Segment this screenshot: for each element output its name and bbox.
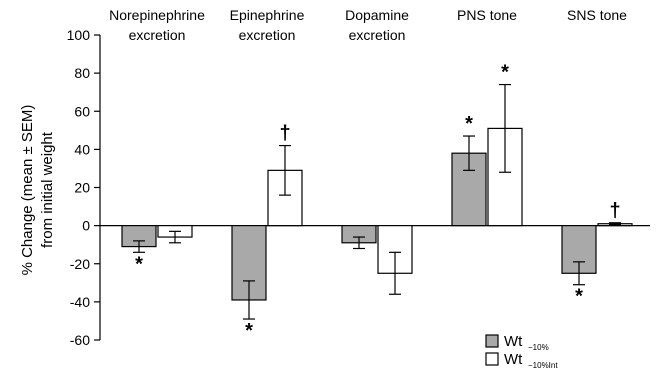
y-tick-label: 100 <box>67 27 91 43</box>
y-tick-label: 60 <box>74 103 90 119</box>
significance-marker: † <box>609 200 620 222</box>
y-tick-label: 40 <box>74 141 90 157</box>
legend-swatch <box>485 352 499 366</box>
y-tick-label: -60 <box>70 332 90 348</box>
legend-label-subscript: −10%Int <box>528 361 558 370</box>
category-labels: Norepinephrine excretion Epinephrine excret… <box>109 7 627 43</box>
significance-marker: * <box>501 62 509 84</box>
legend-label-subscript: −10% <box>528 343 549 352</box>
bars: * * † * * * † <box>121 62 633 342</box>
legend-swatch <box>485 334 499 348</box>
legend-entry: Wt −10% <box>485 333 549 352</box>
y-tick-label: 0 <box>82 218 90 234</box>
y-axis-label-line1: % Change (mean ± SEM) <box>19 105 36 276</box>
category-label: Dopamine excretion <box>345 7 409 43</box>
legend-entry: Wt −10%Int <box>485 351 558 370</box>
category-label: Norepinephrine excretion <box>109 7 205 43</box>
significance-marker: † <box>279 123 290 145</box>
y-axis: -60 -40 -20 0 20 40 60 80 100 <box>67 27 101 348</box>
significance-marker: * <box>575 286 583 308</box>
category-label: PNS tone <box>457 7 517 23</box>
significance-marker: * <box>245 320 253 342</box>
significance-marker: * <box>135 253 143 275</box>
y-tick-label: 80 <box>74 65 90 81</box>
significance-marker: * <box>465 113 473 135</box>
y-tick-label: -20 <box>70 256 90 272</box>
legend: Wt −10% Wt −10%Int <box>485 333 558 370</box>
y-tick-label: -40 <box>70 294 90 310</box>
y-tick-label: 20 <box>74 180 90 196</box>
y-axis-label: % Change (mean ± SEM) from initial weigh… <box>19 105 56 276</box>
category-label: Epinephrine excretion <box>230 7 305 43</box>
y-axis-label-line2: from initial weight <box>39 131 56 248</box>
legend-label: Wt <box>504 333 523 350</box>
legend-label: Wt <box>504 351 523 368</box>
category-label: SNS tone <box>567 7 627 23</box>
